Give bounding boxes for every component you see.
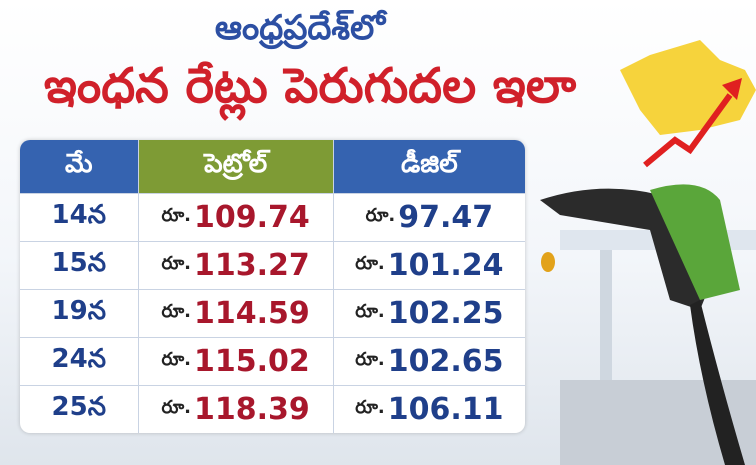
petrol-cell: రూ. 115.02 [139,338,334,385]
date-cell: 25న [20,386,139,433]
currency-prefix: రూ. [355,301,385,322]
petrol-price: 113.27 [194,248,310,283]
station-pillar [600,250,612,380]
date-cell: 19న [20,290,139,337]
diesel-price: 101.24 [387,248,504,283]
petrol-cell: రూ. 113.27 [139,242,334,289]
fuel-drop [541,252,555,272]
title-line2: ఇంధన రేట్లు పెరుగుదల ఇలా [43,58,577,114]
diesel-cell: రూ. 102.65 [334,338,525,385]
column-header: డీజిల్ [333,140,525,193]
diesel-cell: రూ. 97.47 [334,194,525,241]
table-row: 15న రూ. 113.27 రూ. 101.24 [20,241,525,289]
petrol-cell: రూ. 114.59 [139,290,334,337]
currency-prefix: రూ. [355,253,385,274]
header-row: మే పెట్రోల్ డీజిల్ [20,140,525,193]
currency-prefix: రూ. [161,301,192,322]
currency-prefix: రూ. [355,349,385,370]
price-table: మే పెట్రోల్ డీజిల్ 14న రూ. 109.74 రూ. 97.47 1… [20,140,525,433]
petrol-price: 109.74 [194,200,310,235]
currency-prefix: రూ. [161,349,192,370]
table-row: 24న రూ. 115.02 రూ. 102.65 [20,337,525,385]
date-cell: 24న [20,338,139,385]
currency-prefix: రూ. [161,253,192,274]
rise-arrow [643,93,733,168]
diesel-cell: రూ. 102.25 [334,290,525,337]
diesel-price: 102.65 [387,344,504,379]
table-row: 19న రూ. 114.59 రూ. 102.25 [20,289,525,337]
diesel-price: 97.47 [398,200,494,235]
petrol-price: 118.39 [194,392,310,427]
petrol-cell: రూ. 118.39 [139,386,334,433]
diesel-price: 106.11 [387,392,504,427]
diesel-cell: రూ. 101.24 [334,242,525,289]
currency-prefix: రూ. [365,205,396,226]
hose [690,300,745,465]
state-map [620,40,756,135]
petrol-price: 115.02 [194,344,310,379]
date-cell: 15న [20,242,139,289]
arrow-head [722,78,742,100]
column-header: పెట్రోల్ [138,140,334,193]
nozzle-handle [650,184,740,300]
currency-prefix: రూ. [161,205,192,226]
currency-prefix: రూ. [355,397,385,418]
currency-prefix: రూ. [161,397,192,418]
column-header: మే [20,140,139,193]
table-row: 14న రూ. 109.74 రూ. 97.47 [20,193,525,241]
diesel-price: 102.25 [387,296,504,331]
petrol-cell: రూ. 109.74 [139,194,334,241]
diesel-cell: రూ. 106.11 [334,386,525,433]
title-line1: ఆంధ్రప్రదేశ్‌లో [214,8,386,48]
table-row: 25న రూ. 118.39 రూ. 106.11 [20,385,525,433]
petrol-price: 114.59 [194,296,310,331]
date-cell: 14న [20,194,139,241]
